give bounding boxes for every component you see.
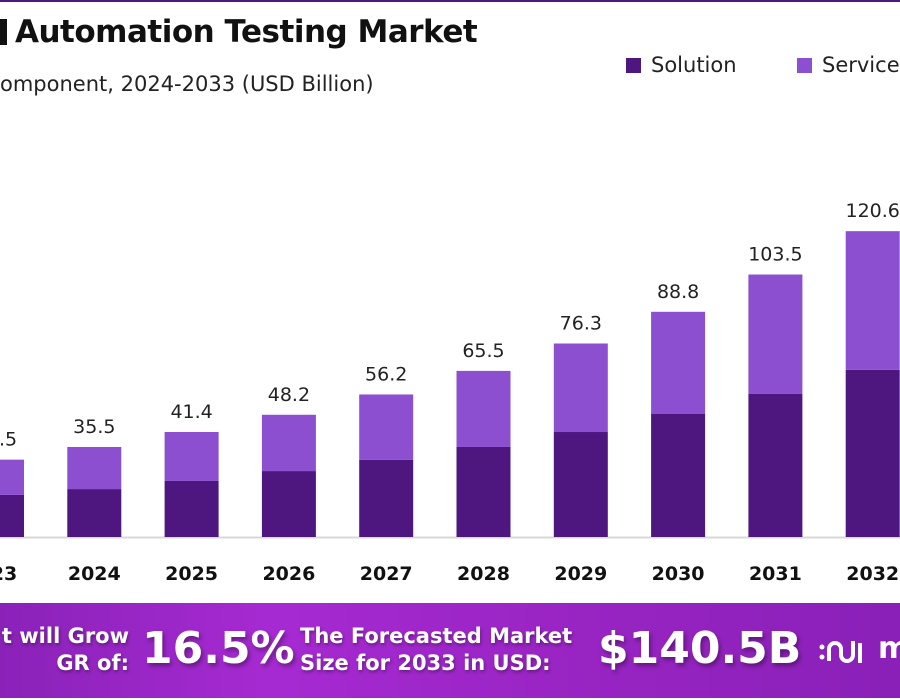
cagr-caption: t will Grow GR of: [2, 623, 129, 677]
x-tick-label-2023: 23 [0, 563, 17, 585]
total-label-2026: 48.2 [268, 384, 310, 406]
bar-solution-2027 [359, 459, 414, 537]
legend-item-services: Services [797, 53, 900, 77]
x-tick-label-2029: 2029 [554, 563, 607, 585]
x-tick-label-2030: 2030 [652, 563, 705, 585]
x-tick-label-2027: 2027 [360, 563, 413, 585]
legend-swatch-solution [626, 57, 641, 73]
bar-services-2024 [67, 446, 122, 490]
bar-services-2026 [261, 414, 316, 472]
x-tick-label-2026: 2026 [262, 563, 315, 585]
cagr-caption-line1: t will Grow [1, 624, 129, 648]
forecast-caption-line1: The Forecasted Market [300, 624, 573, 648]
bar-services-2023 [0, 459, 24, 495]
x-tick-label-2031: 2031 [749, 563, 802, 585]
x-tick-label-2024: 2024 [68, 563, 121, 585]
chart-title-text: Automation Testing Market [15, 14, 478, 50]
x-tick-label-2032: 2032 [846, 563, 899, 585]
bar-services-2031 [748, 274, 803, 394]
bar-solution-2030 [651, 414, 706, 537]
bar-services-2025 [164, 432, 219, 481]
bar-chart: .5 23 35.5 2024 41.4 2025 48.2 2026 56.2 2027 65.5… [0, 200, 900, 585]
total-label-2025: 41.4 [170, 401, 212, 423]
chart-subtitle: omponent, 2024-2033 (USD Billion) [0, 72, 374, 96]
total-label-2030: 88.8 [657, 281, 699, 303]
total-label-2032: 120.6 [845, 200, 899, 222]
total-label-2023: .5 [0, 429, 17, 451]
total-label-2029: 76.3 [560, 313, 602, 335]
brand-logo-icon [819, 641, 862, 663]
bar-solution-2026 [261, 471, 316, 537]
bar-solution-2023 [0, 494, 24, 537]
cagr-value: 16.5% [142, 623, 295, 674]
x-tick-label-2025: 2025 [165, 563, 218, 585]
total-label-2027: 56.2 [365, 363, 407, 385]
bar-services-2027 [359, 394, 414, 460]
legend-item-solution: Solution [626, 53, 737, 77]
bar-services-2029 [553, 343, 608, 433]
bar-services-2030 [651, 311, 706, 415]
forecast-value: $140.5B [598, 623, 802, 674]
cagr-caption-line2: GR of: [56, 651, 129, 675]
bar-solution-2024 [67, 489, 122, 537]
title-cropped-glyph [0, 19, 7, 45]
legend-label-services: Services [822, 53, 900, 77]
bar-services-2032 [845, 231, 900, 370]
bar-solution-2032 [845, 369, 900, 537]
total-label-2028: 65.5 [462, 340, 504, 362]
chart-title: Automation Testing Market [0, 14, 478, 50]
brand-logo-text: m [878, 631, 900, 666]
forecast-caption-line2: Size for 2033 in USD: [300, 651, 551, 675]
bar-solution-2025 [164, 480, 219, 537]
legend-swatch-services [797, 57, 812, 73]
forecast-caption: The Forecasted Market Size for 2033 in U… [300, 623, 572, 677]
top-border [0, 0, 900, 2]
x-tick-label-2028: 2028 [457, 563, 510, 585]
bar-solution-2028 [456, 446, 511, 537]
bar-services-2028 [456, 370, 511, 447]
total-label-2031: 103.5 [748, 244, 802, 266]
legend-label-solution: Solution [651, 53, 737, 77]
summary-banner: t will Grow GR of: 16.5% The Forecasted … [0, 603, 900, 698]
total-label-2024: 35.5 [73, 416, 115, 438]
bar-solution-2029 [553, 432, 608, 537]
bar-solution-2031 [748, 393, 803, 537]
